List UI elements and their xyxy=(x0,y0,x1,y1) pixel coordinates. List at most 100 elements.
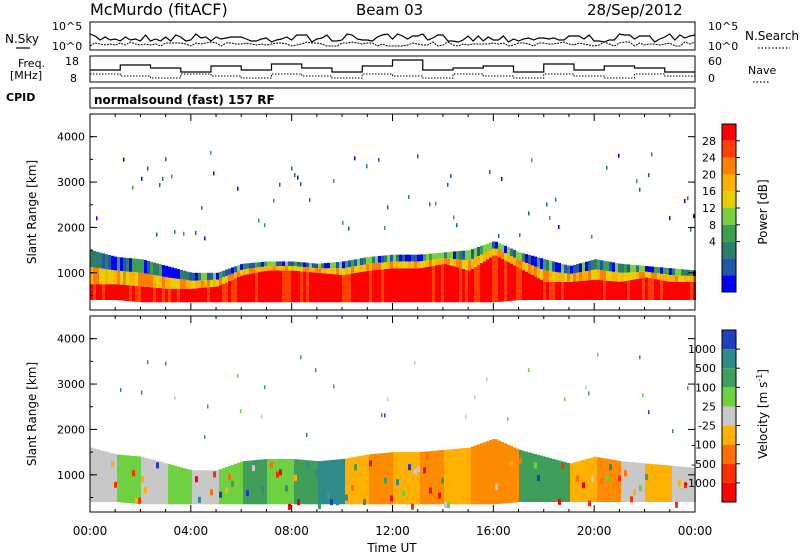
power-cell-mid xyxy=(141,272,144,287)
power-cell-edge xyxy=(231,267,234,274)
ytick-label: 3000 xyxy=(57,176,85,189)
velocity-speck xyxy=(606,475,609,482)
velocity-cell xyxy=(507,444,510,504)
cpid-text: normalsound (fast) 157 RF xyxy=(94,93,275,107)
power-speck xyxy=(378,157,380,162)
power-cell-core xyxy=(513,265,516,301)
power-cell-edge xyxy=(579,263,582,273)
power-cell-mid xyxy=(261,266,264,272)
power-cell-mid xyxy=(315,268,318,273)
power-cell-mid xyxy=(639,271,642,279)
velocity-cell xyxy=(549,458,552,503)
power-cell-core xyxy=(633,279,636,301)
velocity-cell xyxy=(642,463,645,503)
power-cell-edge xyxy=(480,245,483,255)
power-cell-core xyxy=(300,271,303,303)
velocity-cell xyxy=(183,468,186,505)
power-cell-core xyxy=(306,271,309,303)
power-cell-mid xyxy=(186,280,189,289)
velocity-cell xyxy=(540,455,543,503)
power-cell-edge xyxy=(174,268,177,279)
power-cell-core xyxy=(417,268,420,303)
freq-unit-label: [MHz] xyxy=(10,69,42,82)
power-cell-mid xyxy=(549,271,552,282)
power-cell-mid xyxy=(528,264,531,274)
velocity-speck xyxy=(429,487,432,494)
power-speck xyxy=(165,157,167,162)
power-cell-core xyxy=(543,281,546,301)
velocity-cell xyxy=(342,458,345,505)
power-cell-core xyxy=(90,284,93,301)
power-speck xyxy=(147,166,149,171)
power-cell-core xyxy=(174,288,177,303)
power-cell-mid xyxy=(159,276,162,289)
power-cell-edge xyxy=(549,260,552,272)
velocity-far-speck xyxy=(204,435,206,440)
velocity-cell xyxy=(294,459,297,505)
velocity-speck xyxy=(252,465,255,472)
power-cell-core xyxy=(312,272,315,303)
velocity-speck xyxy=(204,475,207,482)
xtick-label: 00:00 xyxy=(678,524,713,538)
power-cell-mid xyxy=(285,265,288,271)
power-speck xyxy=(555,197,557,202)
power-cell-edge xyxy=(465,250,468,261)
velocity-speck xyxy=(618,475,621,482)
power-cell-mid xyxy=(597,269,600,280)
power-cell-core xyxy=(585,280,588,301)
xtick-label: 04:00 xyxy=(174,524,209,538)
power-cell-core xyxy=(615,281,618,301)
velocity-cell xyxy=(495,439,498,505)
power-speck xyxy=(618,153,620,158)
power-cell-core xyxy=(288,270,291,303)
power-cell-mid xyxy=(501,251,504,259)
power-cell-mid xyxy=(561,272,564,282)
velocity-cell xyxy=(513,447,516,503)
power-cell-core xyxy=(348,273,351,303)
velocity-cell xyxy=(660,464,663,503)
power-cell-edge xyxy=(369,256,372,264)
power-speck xyxy=(96,216,98,221)
velocity-cell xyxy=(285,458,288,505)
power-cell-edge xyxy=(219,271,222,279)
power-cell-mid xyxy=(96,267,99,285)
power-cell-core xyxy=(309,272,312,303)
power-cell-mid xyxy=(444,258,447,265)
velocity-cell xyxy=(375,453,378,505)
power-speck xyxy=(291,166,293,171)
power-cell-mid xyxy=(393,261,396,269)
power-speck xyxy=(456,223,458,228)
velocity-cell xyxy=(615,460,618,503)
power-cell-mid xyxy=(399,261,402,269)
power-cell-edge xyxy=(315,263,318,269)
velocity-cell xyxy=(318,461,321,505)
power-cell-core xyxy=(669,281,672,301)
velocity-cell xyxy=(150,459,153,505)
xtick-label: 00:00 xyxy=(73,524,108,538)
velocity-cell xyxy=(366,454,369,505)
power-cell-core xyxy=(453,266,456,303)
velocity-far-speck xyxy=(687,386,689,391)
velocity-cell xyxy=(321,460,324,505)
velocity-cell xyxy=(399,452,402,505)
colorbar-swatch xyxy=(722,368,736,388)
velocity-speck xyxy=(246,490,249,497)
velocity-speck xyxy=(630,496,633,503)
velocity-cell xyxy=(420,451,423,505)
power-cell-core xyxy=(441,264,444,303)
power-cell-mid xyxy=(234,272,237,279)
power-cell-core xyxy=(321,273,324,303)
power-cell-edge xyxy=(432,253,435,260)
power-cell-edge xyxy=(378,255,381,263)
power-cell-edge xyxy=(648,266,651,273)
power-cell-mid xyxy=(669,274,672,282)
velocity-far-speck xyxy=(147,360,149,365)
power-cell-edge xyxy=(528,254,531,265)
power-cell-edge xyxy=(402,254,405,262)
power-speck xyxy=(162,176,164,181)
power-cell-core xyxy=(138,286,141,303)
power-cell-mid xyxy=(324,268,327,274)
power-cell-core xyxy=(111,284,114,301)
power-cell-mid xyxy=(318,268,321,273)
power-cell-edge xyxy=(504,245,507,254)
